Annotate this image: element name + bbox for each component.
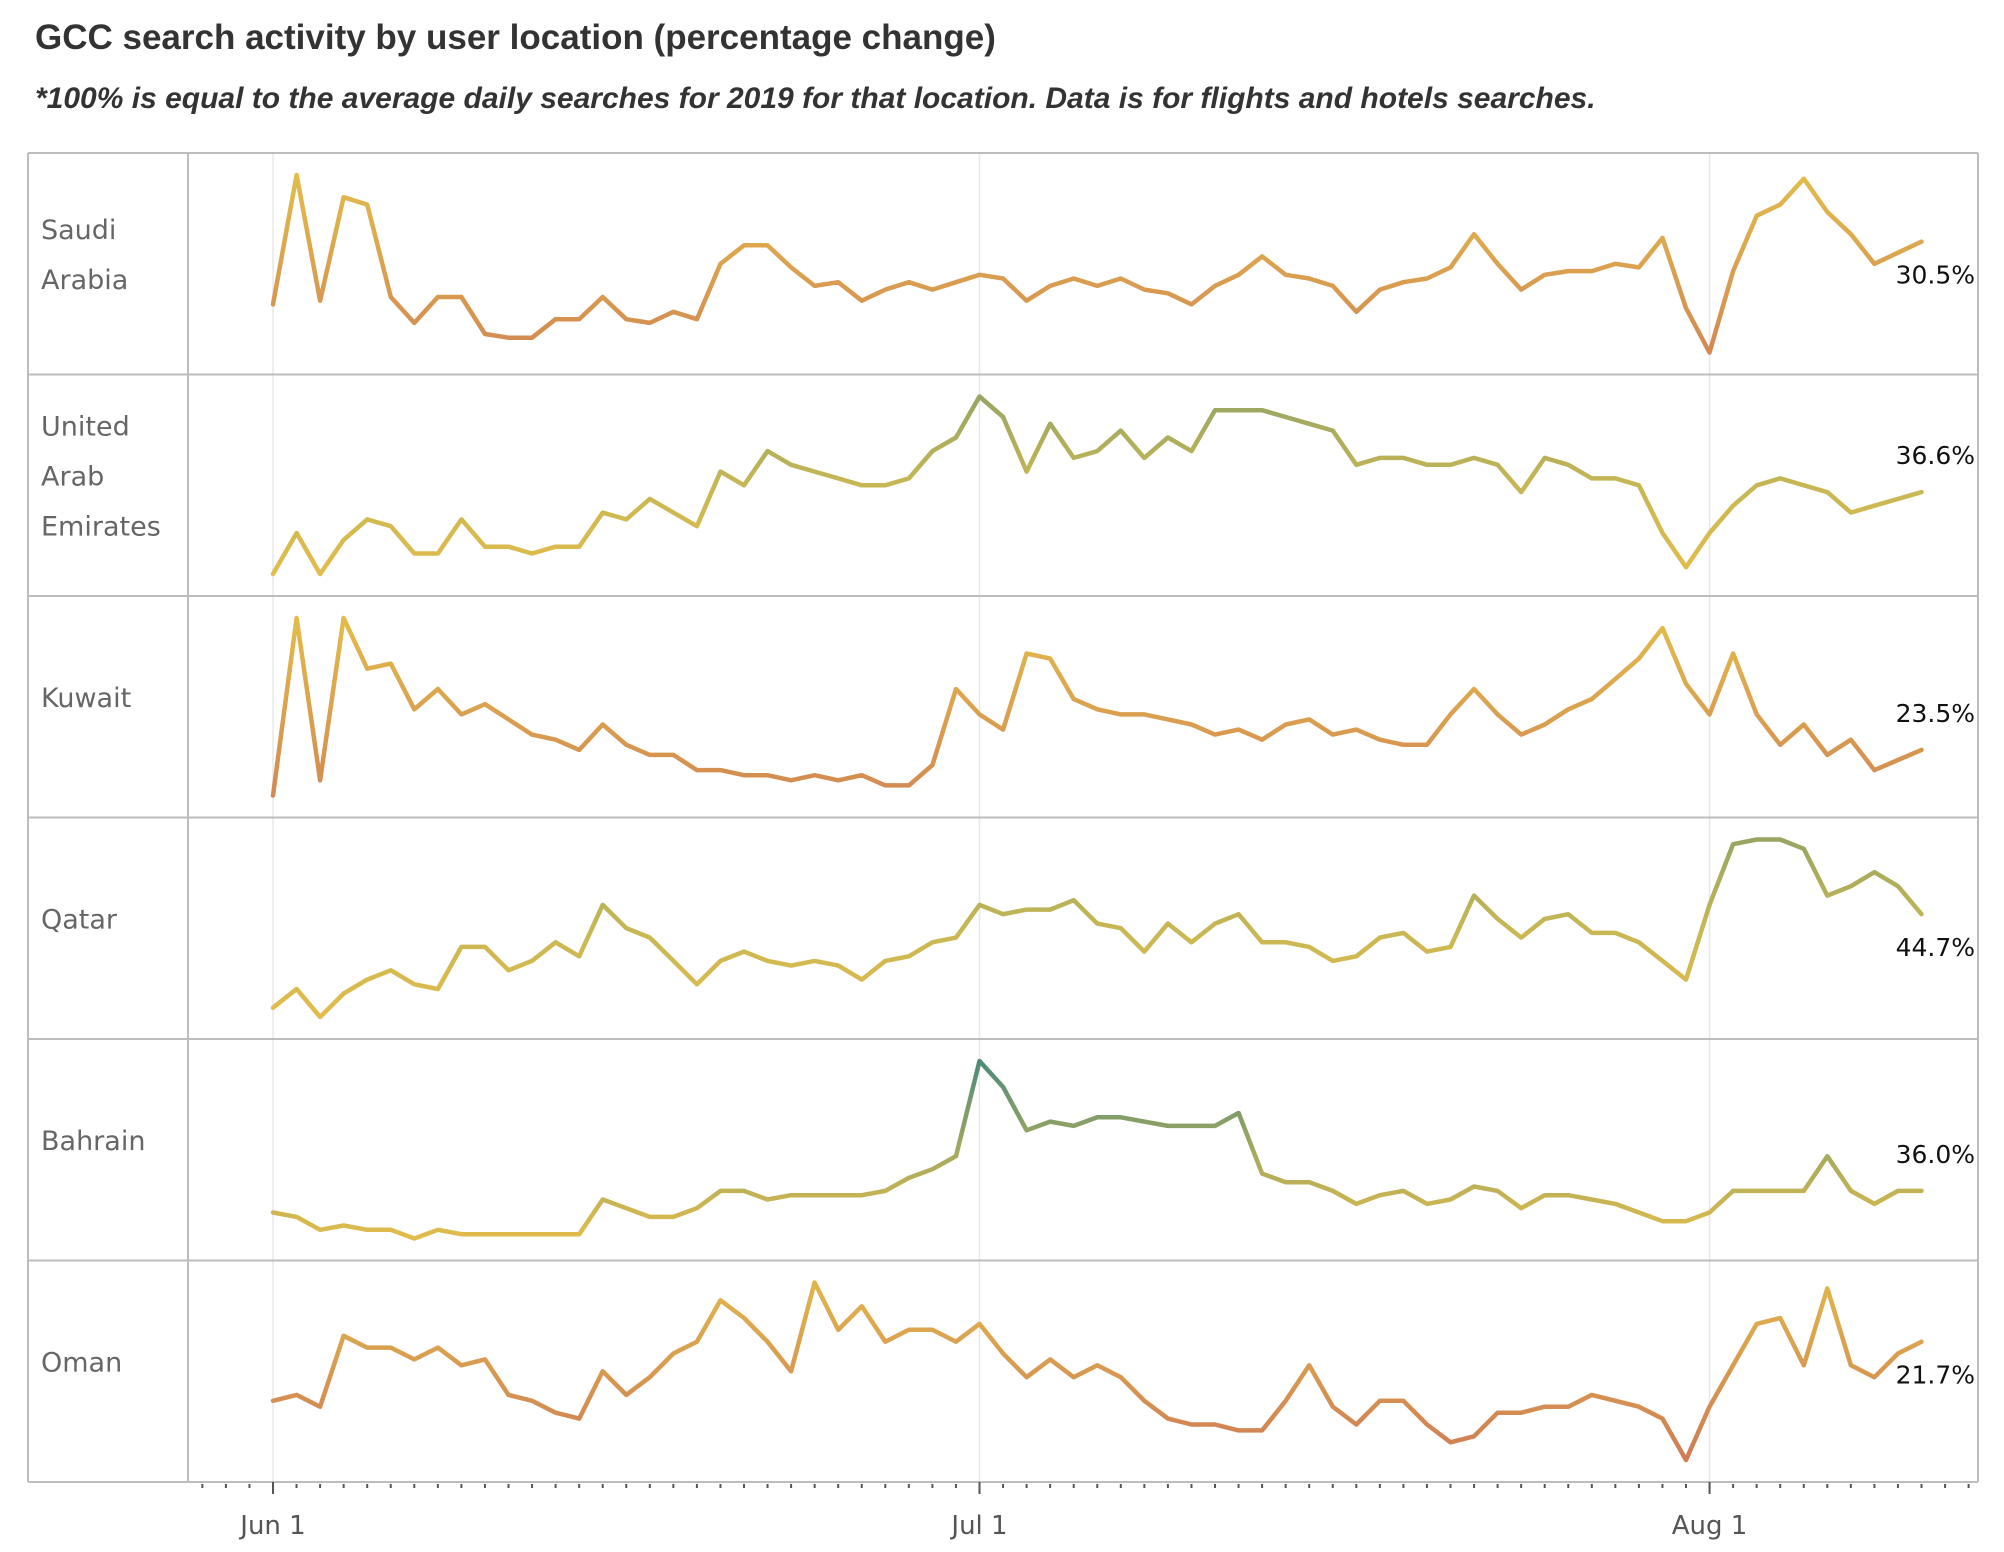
end-value-label-oman: 21.7%	[1896, 1361, 1975, 1390]
end-value-label-kuwait: 23.5%	[1896, 699, 1975, 728]
x-tick-label-jul-1: Jul 1	[949, 1511, 1007, 1541]
x-tick-label-jun-1: Jun 1	[238, 1511, 305, 1541]
series-line-united-arab-emirates	[270, 394, 1924, 577]
x-axis: Jun 1 Jul 1 Aug 1	[201, 1482, 1970, 1541]
row-label-united-arab-emirates: Arab	[41, 461, 104, 492]
row-label-bahrain: Bahrain	[41, 1126, 145, 1157]
row-label-saudi-arabia: Arabia	[41, 265, 128, 296]
series-line-qatar	[270, 837, 1924, 1020]
series-line-kuwait	[270, 615, 1924, 798]
row-label-united-arab-emirates: United	[41, 411, 130, 442]
row-label-united-arab-emirates: Emirates	[41, 511, 161, 542]
chart-subtitle: *100% is equal to the average daily sear…	[35, 82, 1596, 115]
row-label-saudi-arabia: Saudi	[41, 215, 116, 246]
row-label-qatar: Qatar	[41, 904, 118, 935]
chart-title: GCC search activity by user location (pe…	[35, 18, 996, 57]
series-line-bahrain	[270, 1058, 1924, 1241]
end-value-label-qatar: 44.7%	[1896, 933, 1975, 962]
x-tick-label-aug-1: Aug 1	[1672, 1511, 1748, 1541]
end-value-label-saudi-arabia: 30.5%	[1896, 261, 1975, 290]
series-line-oman	[270, 1280, 1924, 1463]
row-label-kuwait: Kuwait	[41, 683, 131, 714]
series-line-saudi-arabia	[270, 172, 1924, 355]
labels: Saudi Arabia 30.5% United Arab Emirates 36.6% K…	[41, 215, 1975, 1390]
panel-frames	[27, 152, 1979, 1483]
end-value-label-united-arab-emirates: 36.6%	[1896, 441, 1975, 470]
end-value-label-bahrain: 36.0%	[1896, 1140, 1975, 1169]
row-label-oman: Oman	[41, 1347, 122, 1378]
series-lines	[270, 172, 1924, 1463]
